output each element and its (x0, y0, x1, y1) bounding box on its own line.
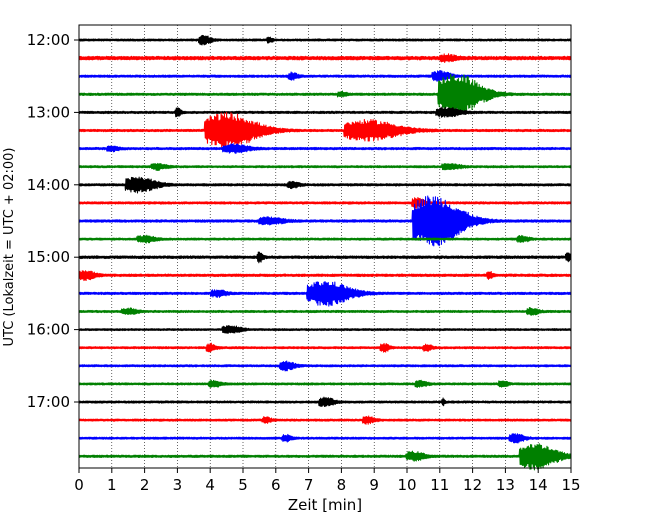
trace-14:45 (78, 234, 572, 244)
y-tick-label: 14:00 (27, 176, 70, 194)
trace-15:15 (78, 270, 572, 282)
trace-12:00 (78, 34, 572, 46)
x-axis: 0 1 2 3 4 5 6 7 8 9 10 11 12 13 14 15 (74, 468, 581, 494)
trace-14:15 (78, 196, 572, 209)
trace-16:00 (78, 325, 572, 334)
x-tick-label: 13 (496, 476, 515, 494)
x-tick-label: 9 (369, 476, 379, 494)
trace-13:15 (78, 111, 572, 150)
y-tick-label: 12:00 (27, 31, 70, 49)
x-tick-label: 14 (529, 476, 548, 494)
trace-12:30 (78, 70, 572, 82)
trace-13:00 (78, 106, 572, 118)
y-tick-label: 17:00 (27, 393, 70, 411)
trace-17:45 (78, 443, 572, 471)
plot-frame (78, 24, 572, 469)
trace-14:00 (78, 176, 572, 194)
trace-14:30 (78, 195, 572, 247)
trace-16:30 (78, 360, 572, 372)
x-tick-label: 12 (463, 476, 482, 494)
trace-17:00 (78, 396, 572, 408)
x-tick-label: 2 (140, 476, 150, 494)
x-tick-label: 0 (74, 476, 84, 494)
x-tick-label: 10 (397, 476, 416, 494)
trace-17:15 (78, 415, 572, 425)
chart-traces (78, 34, 572, 471)
x-tick-label: 5 (238, 476, 248, 494)
trace-13:30 (78, 143, 572, 155)
x-tick-label: 1 (107, 476, 117, 494)
trace-13:45 (78, 162, 572, 171)
y-axis: 12:00 13:00 14:00 15:00 16:00 17:00 (27, 31, 79, 411)
trace-12:45 (78, 73, 572, 116)
trace-17:30 (78, 432, 572, 444)
x-tick-label: 3 (173, 476, 183, 494)
trace-12:15 (78, 53, 572, 63)
trace-15:00 (78, 251, 572, 264)
x-axis-label: Zeit [min] (288, 496, 362, 514)
x-tick-label: 4 (205, 476, 215, 494)
x-tick-label: 6 (271, 476, 281, 494)
trace-16:45 (78, 379, 572, 388)
trace-15:45 (78, 307, 572, 317)
trace-15:30 (78, 281, 572, 307)
y-tick-label: 15:00 (27, 248, 70, 266)
x-tick-label: 15 (561, 476, 580, 494)
x-tick-label: 7 (304, 476, 314, 494)
y-axis-label: UTC (Lokalzeit = UTC + 02:00) (2, 148, 17, 347)
y-tick-label: 16:00 (27, 321, 70, 339)
x-tick-label: 11 (430, 476, 449, 494)
x-tick-label: 8 (337, 476, 347, 494)
chart-grid (111, 25, 539, 468)
y-tick-label: 13:00 (27, 103, 70, 121)
trace-16:15 (78, 342, 572, 353)
